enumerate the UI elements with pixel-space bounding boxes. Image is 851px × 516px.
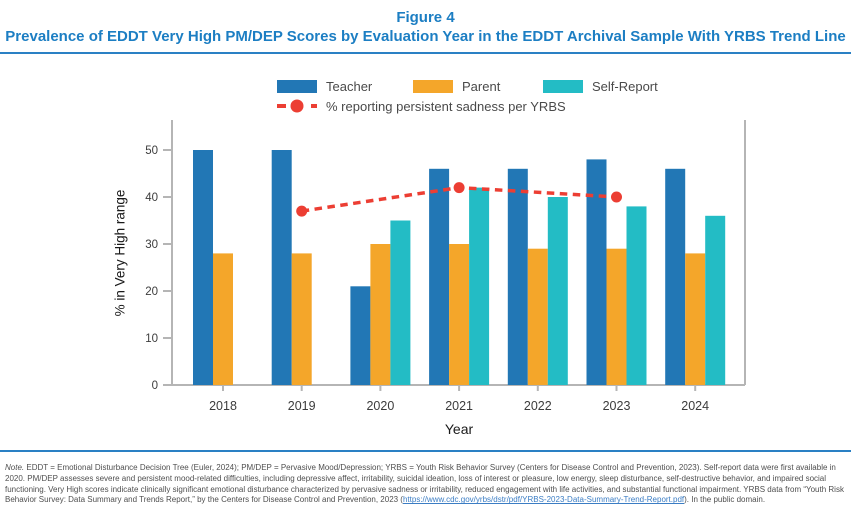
bar-chart: 0 10 20 30 40 50 2018 2019 2020 2021 2022 2023 2024 xyxy=(145,120,746,413)
dashed-line-dot-icon xyxy=(277,99,317,113)
bar-teacher-2024 xyxy=(665,168,686,385)
note: Note. EDDT = Emotional Disturbance Decis… xyxy=(5,463,846,506)
x-tick-label: 2022 xyxy=(524,399,552,413)
legend-label-teacher: Teacher xyxy=(326,78,373,94)
x-tick-label: 2018 xyxy=(209,399,237,413)
bar-teacher-2019 xyxy=(271,150,292,385)
bar-parent-2019 xyxy=(291,253,312,385)
teacher-swatch-icon xyxy=(277,79,317,93)
legend-label-yrbs-trend: % reporting persistent sadness per YRBS xyxy=(326,98,566,114)
title-block: Figure 4 Prevalence of EDDT Very High PM… xyxy=(0,8,851,46)
bar-teacher-2020 xyxy=(350,286,371,385)
yrbs-trend-point-2023 xyxy=(611,191,622,203)
bar-self-report-2024 xyxy=(705,215,726,385)
legend-item-self-report: Self-Report xyxy=(543,78,658,94)
bar-parent-2018 xyxy=(213,253,233,385)
title-divider xyxy=(0,52,851,54)
legend-item-teacher: Teacher xyxy=(277,78,373,94)
note-label: Note. xyxy=(5,463,25,472)
note-text-after-link: ). In the public domain. xyxy=(684,495,766,505)
x-axis-title: Year xyxy=(444,421,474,437)
note-divider xyxy=(0,450,851,452)
legend-item-yrbs-trend: % reporting persistent sadness per YRBS xyxy=(277,98,566,114)
bar-self-report-2022 xyxy=(547,197,568,385)
bar-teacher-2021 xyxy=(429,168,450,385)
legend-label-parent: Parent xyxy=(462,78,501,94)
yrbs-report-link[interactable]: https://www.cdc.gov/yrbs/dstr/pdf/YRBS-2… xyxy=(402,495,685,505)
yrbs-trend-point-2021 xyxy=(453,182,465,194)
y-axis-title: % in Very High range xyxy=(112,189,128,317)
bar-teacher-2018 xyxy=(193,150,213,385)
bar-parent-2024 xyxy=(685,253,706,385)
y-tick-label: 40 xyxy=(145,192,158,204)
parent-swatch-icon xyxy=(413,79,453,93)
y-tick-label: 0 xyxy=(152,380,158,392)
note-text-before-link: EDDT = Emotional Disturbance Decision Tr… xyxy=(5,463,844,505)
bar-parent-2021 xyxy=(449,244,470,385)
bar-self-report-2020 xyxy=(390,220,411,385)
bar-teacher-2022 xyxy=(507,168,528,385)
x-tick-label: 2021 xyxy=(445,399,473,413)
bar-parent-2022 xyxy=(527,248,548,385)
bar-parent-2023 xyxy=(606,248,627,385)
bar-self-report-2021 xyxy=(469,187,490,385)
y-tick-label: 20 xyxy=(145,286,158,298)
x-tick-label: 2024 xyxy=(681,399,709,413)
figure-label: Figure 4 xyxy=(396,9,455,26)
figure-title: Prevalence of EDDT Very High PM/DEP Scor… xyxy=(5,28,846,45)
bar-self-report-2023 xyxy=(626,206,647,385)
legend-item-parent: Parent xyxy=(413,78,501,94)
bar-parent-2020 xyxy=(370,244,391,385)
x-tick-label: 2020 xyxy=(366,399,394,413)
bar-teacher-2023 xyxy=(586,159,607,385)
yrbs-trend-point-2019 xyxy=(296,205,308,217)
legend-label-self-report: Self-Report xyxy=(592,78,658,94)
x-tick-label: 2023 xyxy=(603,399,631,413)
y-tick-label: 30 xyxy=(145,239,158,251)
y-tick-label: 50 xyxy=(145,145,158,157)
y-tick-label: 10 xyxy=(145,333,158,345)
x-tick-label: 2019 xyxy=(288,399,316,413)
self-report-swatch-icon xyxy=(543,79,583,93)
